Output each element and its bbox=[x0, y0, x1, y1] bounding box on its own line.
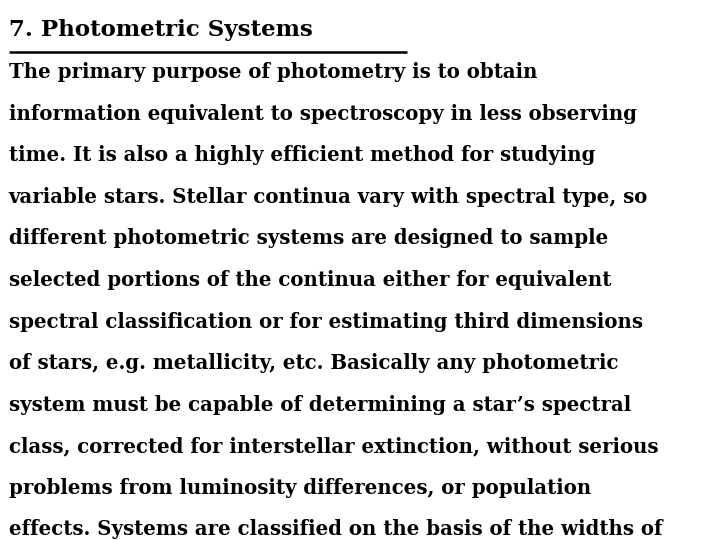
Text: information equivalent to spectroscopy in less observing: information equivalent to spectroscopy i… bbox=[9, 104, 636, 124]
Text: different photometric systems are designed to sample: different photometric systems are design… bbox=[9, 228, 608, 248]
Text: 7. Photometric Systems: 7. Photometric Systems bbox=[9, 19, 312, 41]
Text: class, corrected for interstellar extinction, without serious: class, corrected for interstellar extinc… bbox=[9, 436, 658, 456]
Text: effects. Systems are classified on the basis of the widths of: effects. Systems are classified on the b… bbox=[9, 519, 662, 539]
Text: problems from luminosity differences, or population: problems from luminosity differences, or… bbox=[9, 478, 591, 498]
Text: variable stars. Stellar continua vary with spectral type, so: variable stars. Stellar continua vary wi… bbox=[9, 187, 648, 207]
Text: time. It is also a highly efficient method for studying: time. It is also a highly efficient meth… bbox=[9, 145, 595, 165]
Text: The primary purpose of photometry is to obtain: The primary purpose of photometry is to … bbox=[9, 62, 537, 82]
Text: system must be capable of determining a star’s spectral: system must be capable of determining a … bbox=[9, 395, 631, 415]
Text: selected portions of the continua either for equivalent: selected portions of the continua either… bbox=[9, 270, 611, 290]
Text: of stars, e.g. metallicity, etc. Basically any photometric: of stars, e.g. metallicity, etc. Basical… bbox=[9, 353, 618, 373]
Text: spectral classification or for estimating third dimensions: spectral classification or for estimatin… bbox=[9, 312, 643, 332]
